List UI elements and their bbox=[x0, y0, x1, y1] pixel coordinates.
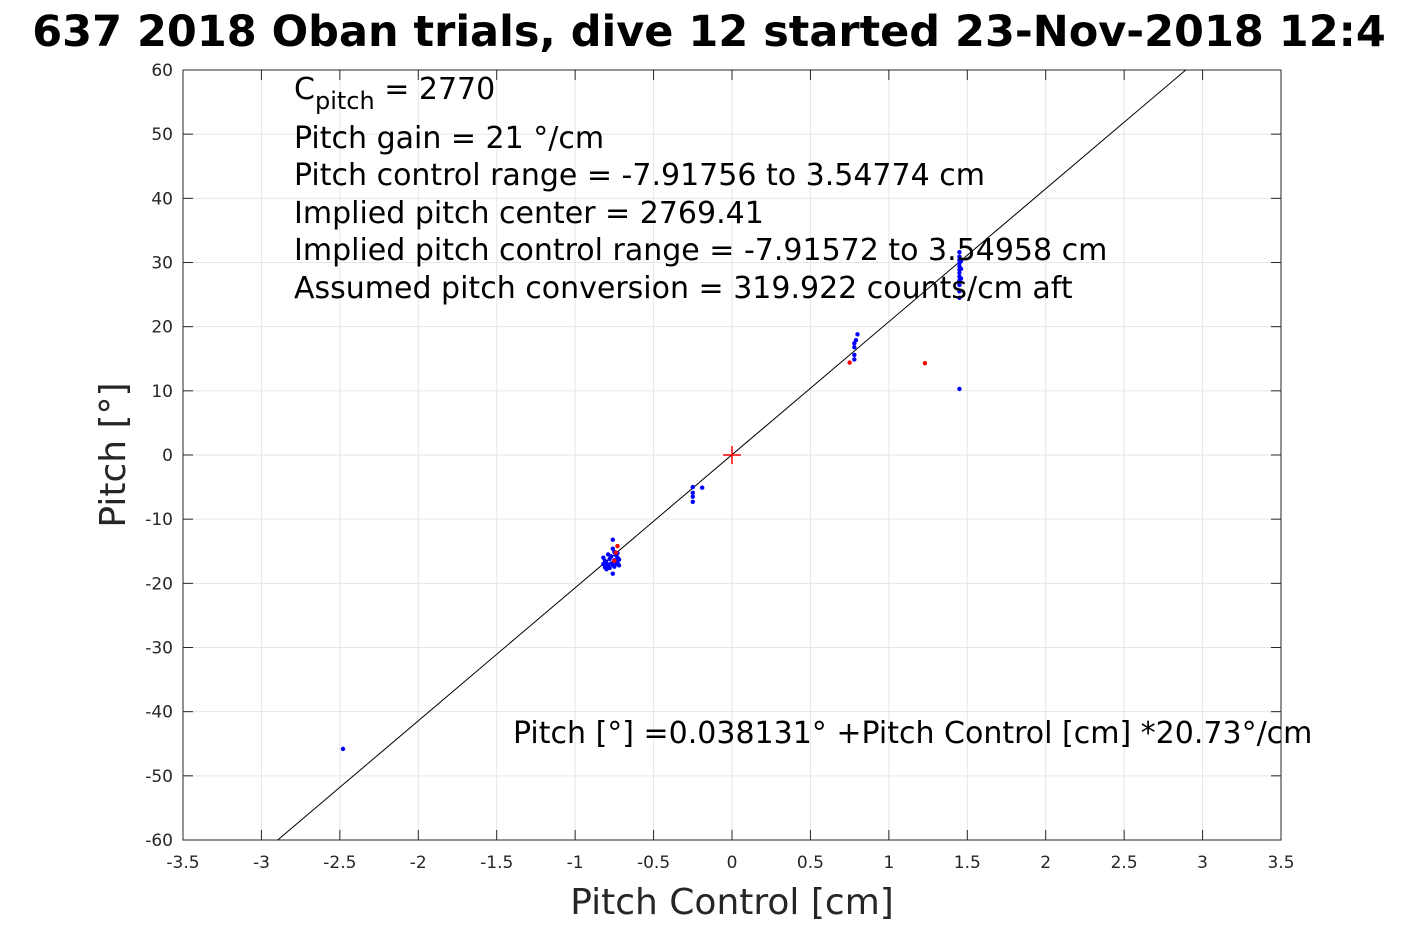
y-tick-label: 10 bbox=[151, 382, 173, 402]
blue-data-point bbox=[609, 554, 614, 559]
y-axis-ticks: -60 -50 -40 -30 -20 -10 0 10 20 30 40 50 60 bbox=[145, 61, 1281, 851]
blue-data-point bbox=[340, 746, 346, 752]
annotation-block: Cpitch = 2770 Pitch gain = 21 °/cm Pitch… bbox=[294, 72, 1107, 306]
x-tick-label: -2.5 bbox=[323, 853, 356, 873]
x-tick-label: -1.5 bbox=[480, 853, 513, 873]
x-tick-label: -1 bbox=[567, 853, 584, 873]
y-tick-label: -20 bbox=[145, 574, 173, 594]
blue-data-point bbox=[690, 490, 695, 496]
x-tick-label: 2 bbox=[1040, 853, 1051, 873]
x-tick-label: 0 bbox=[727, 853, 738, 873]
pitch-control-range-annotation: Pitch control range = -7.91756 to 3.5477… bbox=[294, 158, 985, 193]
blue-data-point bbox=[957, 254, 962, 259]
blue-data-point bbox=[957, 282, 962, 288]
blue-data-point bbox=[616, 563, 622, 568]
red-data-point bbox=[922, 361, 928, 366]
blue-data-point bbox=[610, 571, 615, 576]
y-tick-label: 0 bbox=[162, 446, 173, 466]
x-tick-label: 1.5 bbox=[954, 853, 981, 873]
y-tick-label: 50 bbox=[151, 125, 173, 145]
y-axis-label: Pitch [°] bbox=[93, 382, 134, 527]
y-tick-label: -30 bbox=[145, 639, 173, 659]
blue-data-point bbox=[690, 499, 695, 505]
x-tick-label: 3.5 bbox=[1267, 853, 1294, 873]
y-tick-label: 60 bbox=[151, 61, 173, 81]
blue-data-point bbox=[699, 485, 705, 490]
blue-data-point bbox=[610, 537, 615, 542]
c-pitch-annotation: Cpitch = 2770 bbox=[294, 72, 495, 115]
implied-pitch-control-range-annotation: Implied pitch control range = -7.91572 t… bbox=[294, 233, 1107, 268]
red-data-point bbox=[615, 543, 620, 549]
blue-data-point bbox=[690, 484, 695, 490]
red-data-point bbox=[613, 550, 619, 555]
blue-data-point bbox=[958, 276, 964, 281]
blue-data-point bbox=[957, 289, 962, 294]
blue-data-point bbox=[855, 332, 860, 337]
blue-data-point bbox=[957, 270, 962, 275]
y-tick-label: -60 bbox=[145, 831, 173, 851]
blue-data-point bbox=[607, 565, 612, 571]
blue-data-point bbox=[616, 557, 622, 562]
c-pitch-base: C bbox=[294, 72, 315, 107]
blue-data-point bbox=[853, 337, 859, 343]
x-tick-label: -3.5 bbox=[166, 853, 199, 873]
blue-data-point bbox=[957, 250, 962, 255]
x-tick-label: 1 bbox=[883, 853, 894, 873]
blue-data-point bbox=[690, 494, 695, 499]
blue-data-point bbox=[958, 266, 964, 272]
data-points bbox=[340, 250, 964, 752]
blue-data-point bbox=[957, 295, 962, 300]
red-data-point bbox=[847, 360, 852, 365]
y-tick-label: -50 bbox=[145, 767, 173, 787]
x-axis-label: Pitch Control [cm] bbox=[570, 882, 894, 923]
blue-data-point bbox=[852, 357, 857, 362]
y-tick-label: 20 bbox=[151, 318, 173, 338]
y-tick-label: 40 bbox=[151, 189, 173, 209]
y-tick-label: 30 bbox=[151, 254, 173, 274]
pitch-gain-annotation: Pitch gain = 21 °/cm bbox=[294, 121, 604, 156]
blue-data-point bbox=[958, 259, 964, 264]
x-tick-label: -0.5 bbox=[637, 853, 670, 873]
c-pitch-subscript: pitch bbox=[315, 87, 375, 115]
implied-pitch-center-annotation: Implied pitch center = 2769.41 bbox=[294, 196, 764, 231]
c-pitch-value: = 2770 bbox=[375, 72, 496, 107]
x-tick-label: 3 bbox=[1197, 853, 1208, 873]
x-tick-label: -3 bbox=[253, 853, 270, 873]
blue-data-point bbox=[957, 386, 962, 392]
x-tick-label: -2 bbox=[410, 853, 427, 873]
center-marker bbox=[723, 446, 741, 464]
y-tick-label: -10 bbox=[145, 510, 173, 530]
assumed-pitch-conversion-annotation: Assumed pitch conversion = 319.922 count… bbox=[294, 271, 1073, 306]
blue-data-point bbox=[852, 345, 857, 350]
x-tick-label: 0.5 bbox=[797, 853, 824, 873]
x-axis-ticks: -3.5 -3 -2.5 -2 -1.5 -1 -0.5 0 0.5 1 1.5 2 2.5 3 3.5 bbox=[166, 70, 1295, 873]
chart-title: 637 2018 Oban trials, dive 12 started 23… bbox=[32, 7, 1386, 57]
red-data-point bbox=[612, 558, 617, 564]
x-tick-label: 2.5 bbox=[1111, 853, 1138, 873]
blue-data-point bbox=[852, 352, 857, 358]
fit-equation-annotation: Pitch [°] =0.038131° +Pitch Control [cm]… bbox=[513, 716, 1312, 751]
y-tick-label: -40 bbox=[145, 703, 173, 723]
